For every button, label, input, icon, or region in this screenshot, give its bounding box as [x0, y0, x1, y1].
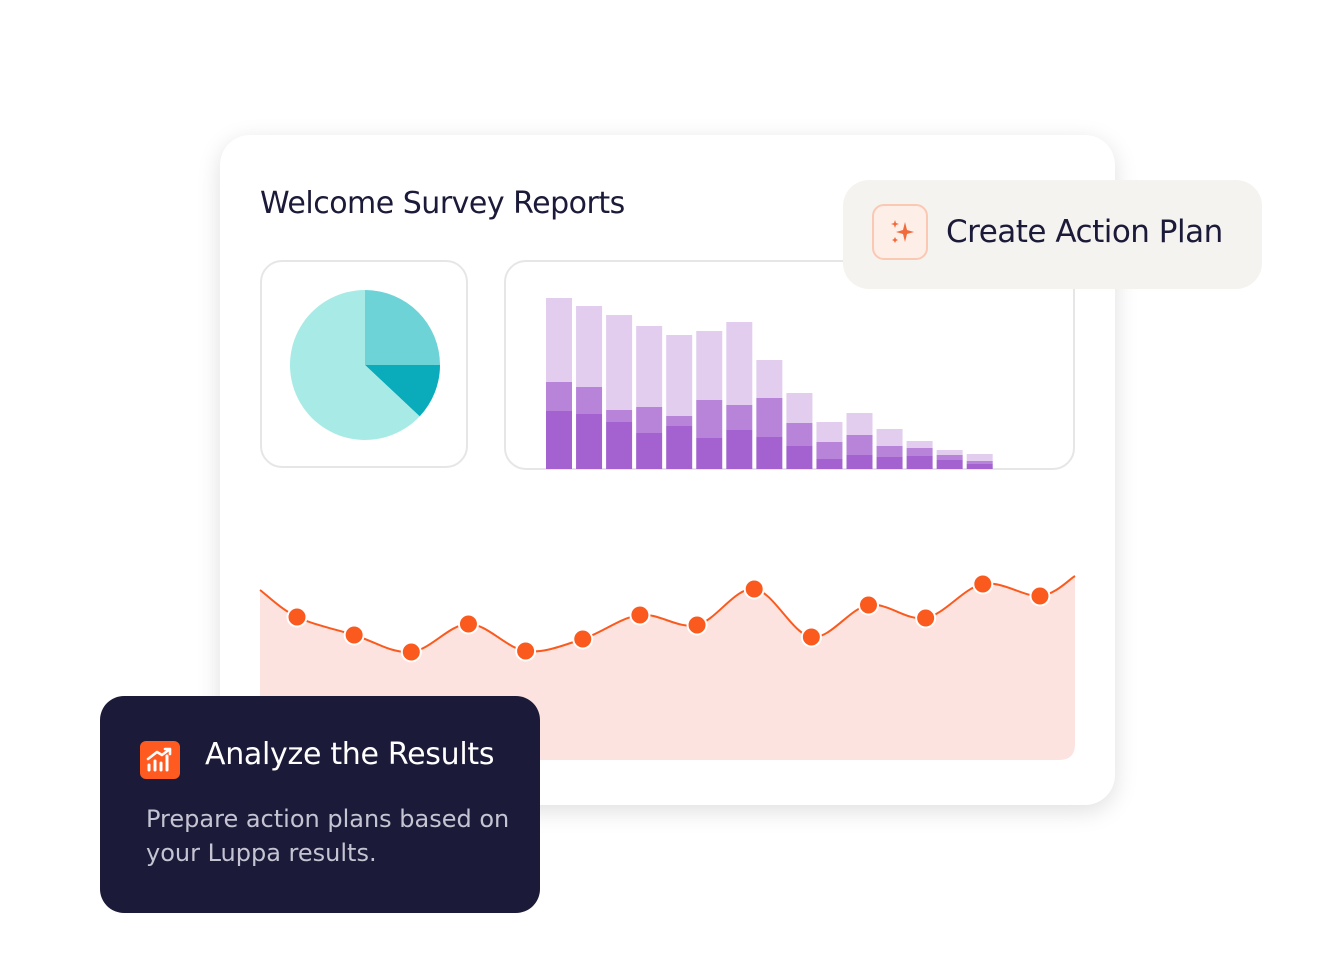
bar-segment [906, 456, 933, 469]
line-point [572, 628, 594, 650]
line-point [686, 614, 708, 636]
line-point [286, 606, 308, 628]
bar-segment [546, 411, 572, 469]
line-point [858, 594, 879, 616]
line-point [915, 607, 937, 629]
bar-segment [966, 461, 993, 464]
bar-segment [906, 448, 933, 456]
pie-slice [365, 290, 440, 365]
line-point [400, 641, 422, 663]
line-point [457, 613, 479, 635]
bar-segment [786, 393, 813, 423]
bar-segment [666, 426, 693, 469]
bar-segment [756, 398, 783, 437]
info-card: Analyze the Results Prepare action plans… [100, 696, 540, 913]
line-point [515, 640, 537, 662]
chart-icon [140, 741, 180, 779]
bar-segment [936, 460, 963, 469]
sparkle-glyph [891, 220, 914, 243]
info-text: Prepare action plans based on your Luppa… [146, 805, 510, 867]
pie-slice [289, 290, 420, 441]
action-button[interactable]: Create Action Plan [843, 180, 1262, 289]
bar-segment [936, 450, 963, 455]
card-title: Welcome Survey Reports [260, 186, 625, 221]
bar-segment [936, 455, 963, 460]
bar-segment [876, 429, 903, 446]
bar-segment [696, 400, 723, 438]
bar-segment [756, 360, 783, 398]
line-point [629, 604, 651, 626]
bar-segment [786, 423, 813, 446]
line-point [800, 626, 822, 648]
pie-slice [365, 365, 440, 417]
bar-segment [636, 407, 663, 433]
bar-segment [816, 442, 843, 459]
line-point [743, 578, 765, 600]
bar-segment [726, 405, 753, 430]
bar-segment [966, 454, 993, 461]
bar-segment [876, 446, 903, 457]
bar-segment [576, 414, 603, 469]
bar-segment [636, 433, 663, 469]
bar-segment [756, 437, 783, 469]
bar-segment [546, 382, 572, 411]
line-point [343, 624, 365, 646]
bar-segment [726, 430, 753, 469]
bar-segment [546, 298, 572, 382]
button-label: Create Action Plan [946, 214, 1223, 250]
bar-segment [816, 422, 843, 442]
bar-segment [696, 438, 723, 469]
bar-segment [666, 335, 693, 416]
bar-segment [846, 413, 873, 435]
bar-segment [666, 416, 693, 426]
line-point [972, 573, 994, 595]
info-title: Analyze the Results [205, 737, 495, 772]
pie-panel [260, 260, 468, 468]
bar-segment [606, 410, 633, 422]
bar-segment [726, 322, 753, 405]
bar-segment [606, 315, 633, 410]
sparkle-icon [872, 204, 928, 260]
bar-segment [786, 446, 813, 469]
bar-segment [906, 441, 933, 448]
bar-segment [576, 387, 603, 414]
bar-segment [636, 326, 663, 407]
chart-glyph [146, 747, 172, 772]
bar-segment [966, 464, 993, 469]
bar-segment [846, 435, 873, 455]
bar-segment [816, 459, 843, 469]
bar-segment [696, 331, 723, 400]
bar-segment [576, 306, 603, 387]
bar-segment [846, 455, 873, 469]
bar-segment [876, 457, 903, 469]
line-point [1029, 585, 1051, 607]
bar-segment [606, 422, 633, 469]
